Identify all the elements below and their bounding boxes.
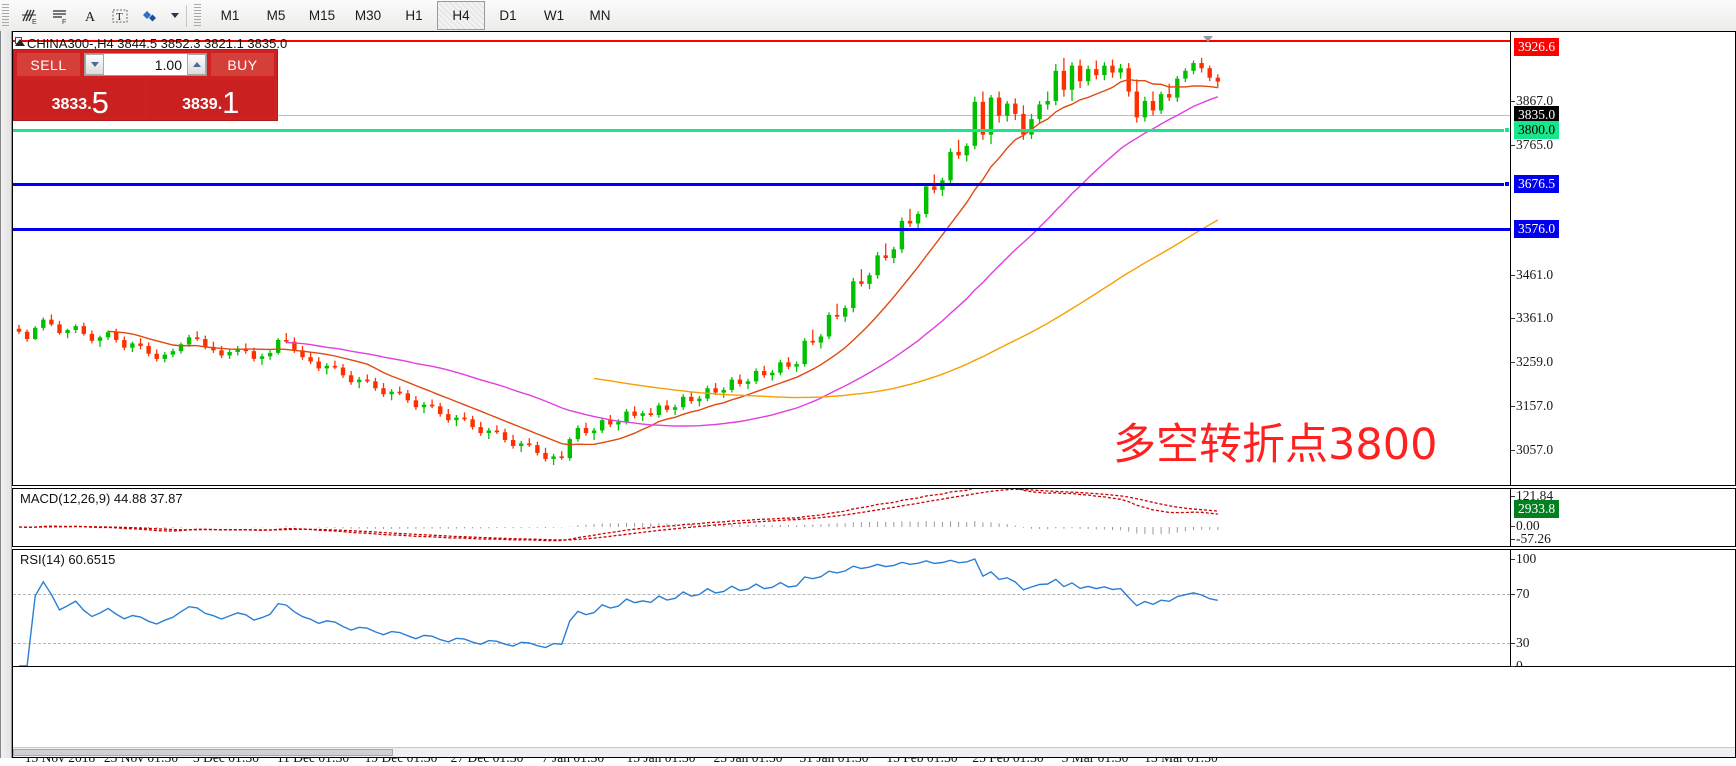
buy-price-fraction: 1 bbox=[222, 84, 240, 120]
price-tag-green[interactable]: 3800.0 bbox=[1514, 121, 1560, 139]
objects-dropdown-arrow-icon[interactable] bbox=[165, 2, 181, 30]
timeframe-w1[interactable]: W1 bbox=[543, 8, 565, 23]
buy-price-integer: 3839 bbox=[182, 96, 218, 113]
chart-area: 多空转折点3800 3867.0 3765.0 3461.0 3361.0 3259.0… bbox=[0, 31, 1736, 765]
indicators-icon[interactable]: E bbox=[15, 2, 45, 30]
rsi-level-70 bbox=[13, 594, 1510, 595]
vertical-scrollbar[interactable] bbox=[1, 31, 12, 758]
rsi-series bbox=[19, 558, 1218, 666]
price-axis[interactable]: 3867.0 3765.0 3461.0 3361.0 3259.0 3157.0 3057… bbox=[1510, 32, 1735, 518]
price-tag-dgreen[interactable]: 2933.8 bbox=[1514, 500, 1560, 518]
price-tag-blue[interactable]: 3676.5 bbox=[1514, 175, 1560, 193]
symbol-arrow-icon bbox=[15, 39, 25, 46]
svg-text:A: A bbox=[85, 10, 96, 25]
main-toolbar: E F A T bbox=[0, 0, 1736, 32]
level-line-3676[interactable] bbox=[13, 181, 1510, 187]
volume-input[interactable]: 1.00 bbox=[104, 54, 187, 75]
panes-container: 多空转折点3800 3867.0 3765.0 3461.0 3361.0 3259.0… bbox=[12, 31, 1736, 758]
rsi-tick: 0 bbox=[1511, 658, 1523, 673]
price-tick: 3867.0 bbox=[1510, 93, 1554, 108]
level-line-3576[interactable] bbox=[13, 228, 1510, 231]
trade-panel-prices: 3833 . 5 3839 . 1 bbox=[14, 79, 277, 120]
rsi-plot[interactable] bbox=[13, 550, 1510, 666]
one-click-trading-panel[interactable]: SELL 1.00 BUY 3833 . 5 3839 . 1 bbox=[13, 49, 278, 121]
horizontal-scrollbar[interactable] bbox=[13, 747, 1735, 757]
macd-axis: 121.84 0.00 -57.26 bbox=[1510, 488, 1735, 546]
timeframe-m5[interactable]: M5 bbox=[266, 8, 286, 23]
objects-icon[interactable] bbox=[135, 2, 165, 30]
timeframe-h1[interactable]: H1 bbox=[405, 8, 423, 23]
price-tick: 3361.0 bbox=[1510, 310, 1554, 325]
toolbar-grip[interactable] bbox=[2, 3, 9, 28]
sell-price-fraction: 5 bbox=[91, 84, 109, 120]
chart-annotation-text: 多空转折点3800 bbox=[1113, 420, 1438, 470]
rsi-axis: 100 70 30 0 bbox=[1510, 550, 1735, 673]
price-tag-red[interactable]: 3926.6 bbox=[1514, 38, 1560, 56]
macd-tick: 0.00 bbox=[1511, 518, 1540, 533]
toolbar-separator bbox=[186, 4, 187, 27]
svg-text:T: T bbox=[116, 11, 123, 23]
sell-price-integer: 3833 bbox=[51, 96, 88, 113]
gridline-3835 bbox=[13, 115, 1510, 116]
rsi-label: RSI(14) 60.6515 bbox=[18, 552, 118, 567]
timeframe-d1[interactable]: D1 bbox=[499, 8, 517, 23]
candlestick-series bbox=[16, 57, 1220, 466]
timeframe-grip[interactable] bbox=[194, 3, 201, 28]
buy-button[interactable]: BUY bbox=[211, 53, 274, 76]
svg-text:F: F bbox=[62, 19, 66, 26]
symbol-title: CHINA300-,H4 3844.5 3852.3 3821.1 3835.0 bbox=[27, 36, 288, 51]
price-tick: 3765.0 bbox=[1510, 137, 1554, 152]
price-plot[interactable]: 多空转折点3800 bbox=[13, 32, 1510, 485]
text-box-icon[interactable]: T bbox=[105, 2, 135, 30]
timeframe-group: M1 M5 M15 M30 H1 H4 D1 W1 MN bbox=[207, 1, 623, 30]
price-tick: 3461.0 bbox=[1510, 267, 1554, 282]
sell-price[interactable]: 3833 . 5 bbox=[17, 79, 144, 120]
volume-stepper[interactable]: 1.00 bbox=[84, 53, 207, 76]
buy-price[interactable]: 3839 . 1 bbox=[147, 79, 274, 120]
rsi-tick: 30 bbox=[1511, 635, 1530, 650]
sell-price-separator: . bbox=[87, 96, 92, 113]
text-label-icon[interactable]: A bbox=[75, 2, 105, 30]
price-tick: 3157.0 bbox=[1510, 398, 1554, 413]
price-tag-black[interactable]: 3835.0 bbox=[1514, 106, 1560, 124]
macd-label: MACD(12,26,9) 44.88 37.87 bbox=[18, 491, 185, 506]
sell-button[interactable]: SELL bbox=[17, 53, 80, 76]
timeframe-m30[interactable]: M30 bbox=[354, 8, 382, 23]
macd-pane[interactable]: MACD(12,26,9) 44.88 37.87 121.84 0.00 -57.… bbox=[12, 488, 1736, 547]
price-tick: 3057.0 bbox=[1510, 442, 1554, 457]
volume-increase-button[interactable] bbox=[187, 54, 206, 75]
rsi-pane[interactable]: RSI(14) 60.6515 100 70 30 0 bbox=[12, 549, 1736, 673]
rsi-level-30 bbox=[13, 643, 1510, 644]
price-pane[interactable]: 多空转折点3800 3867.0 3765.0 3461.0 3361.0 3259.0… bbox=[12, 31, 1736, 518]
timeframe-mn[interactable]: MN bbox=[589, 8, 611, 23]
horizontal-scrollbar-thumb[interactable] bbox=[13, 749, 393, 756]
templates-icon[interactable]: F bbox=[45, 2, 75, 30]
level-line-3800[interactable] bbox=[13, 127, 1510, 133]
timeframe-m1[interactable]: M1 bbox=[220, 8, 240, 23]
date-axis[interactable]: 15 Nov 2018 23 Nov 01:30 3 Dec 01:30 11 Dec… bbox=[12, 667, 1736, 765]
macd-tick: -57.26 bbox=[1511, 531, 1551, 546]
buy-price-separator: . bbox=[217, 96, 223, 113]
timeframe-h4[interactable]: H4 bbox=[437, 1, 485, 30]
price-tick: 3259.0 bbox=[1510, 354, 1554, 369]
volume-decrease-button[interactable] bbox=[85, 54, 104, 75]
macd-series bbox=[18, 489, 1219, 542]
pane-collapse-arrow-icon[interactable] bbox=[1203, 36, 1213, 42]
svg-text:E: E bbox=[32, 19, 37, 26]
rsi-tick: 100 bbox=[1510, 551, 1537, 566]
timeframe-m15[interactable]: M15 bbox=[308, 8, 336, 23]
macd-tick: 121.84 bbox=[1510, 488, 1554, 503]
rsi-tick: 70 bbox=[1511, 586, 1530, 601]
trade-panel-top: SELL 1.00 BUY bbox=[14, 50, 277, 79]
macd-plot[interactable] bbox=[13, 489, 1510, 546]
level-line-3926[interactable] bbox=[13, 40, 1510, 42]
price-tag-blue[interactable]: 3576.0 bbox=[1514, 220, 1560, 238]
